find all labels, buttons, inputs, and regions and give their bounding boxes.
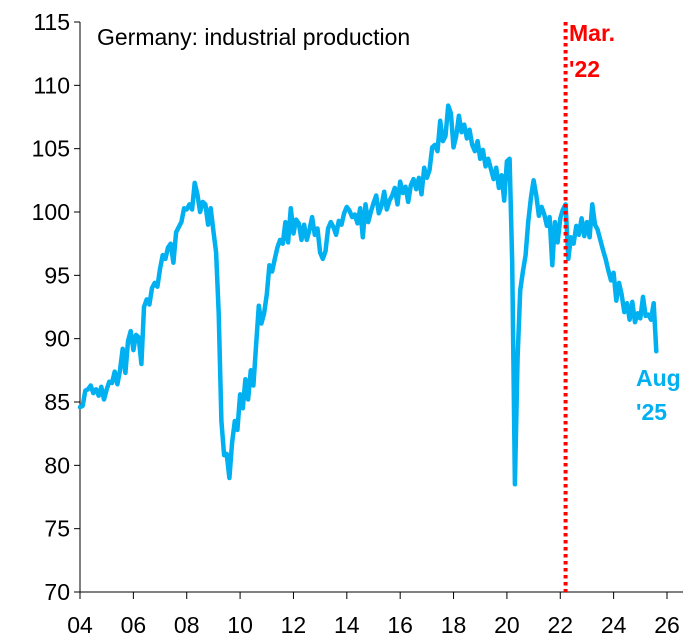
march-2022-annotation-line1: Mar. bbox=[569, 20, 615, 46]
y-tick-label: 115 bbox=[33, 9, 70, 35]
x-tick-label: 24 bbox=[601, 612, 627, 638]
x-tick-label: 22 bbox=[547, 612, 573, 638]
y-tick-label: 90 bbox=[44, 326, 70, 352]
x-tick-label: 20 bbox=[494, 612, 520, 638]
x-tick-label: 10 bbox=[227, 612, 253, 638]
august-2025-annotation-line2: '25 bbox=[636, 399, 667, 425]
x-axis-ticks: 04 06 08 10 12 14 16 18 20 22 24 26 bbox=[67, 592, 680, 638]
industrial-production-line bbox=[77, 103, 659, 487]
y-tick-label: 70 bbox=[44, 579, 70, 605]
x-tick-label: 12 bbox=[281, 612, 307, 638]
y-tick-label: 80 bbox=[44, 452, 70, 478]
y-tick-label: 105 bbox=[32, 136, 70, 162]
x-tick-label: 26 bbox=[654, 612, 680, 638]
x-tick-label: 16 bbox=[387, 612, 413, 638]
x-tick-label: 18 bbox=[441, 612, 467, 638]
march-2022-annotation-line2: '22 bbox=[569, 56, 600, 82]
y-tick-label: 110 bbox=[33, 72, 70, 98]
y-axis-ticks: 115 110 105 100 95 90 85 80 75 70 bbox=[32, 9, 80, 605]
y-tick-label: 100 bbox=[32, 199, 70, 225]
august-2025-annotation-line1: Aug bbox=[636, 365, 681, 391]
x-tick-label: 04 bbox=[67, 612, 93, 638]
y-tick-label: 75 bbox=[44, 516, 70, 542]
y-tick-label: 95 bbox=[44, 262, 70, 288]
x-tick-label: 14 bbox=[334, 612, 360, 638]
x-tick-label: 08 bbox=[174, 612, 200, 638]
x-tick-label: 06 bbox=[121, 612, 147, 638]
chart-title: Germany: industrial production bbox=[97, 24, 410, 50]
y-tick-label: 85 bbox=[44, 389, 70, 415]
